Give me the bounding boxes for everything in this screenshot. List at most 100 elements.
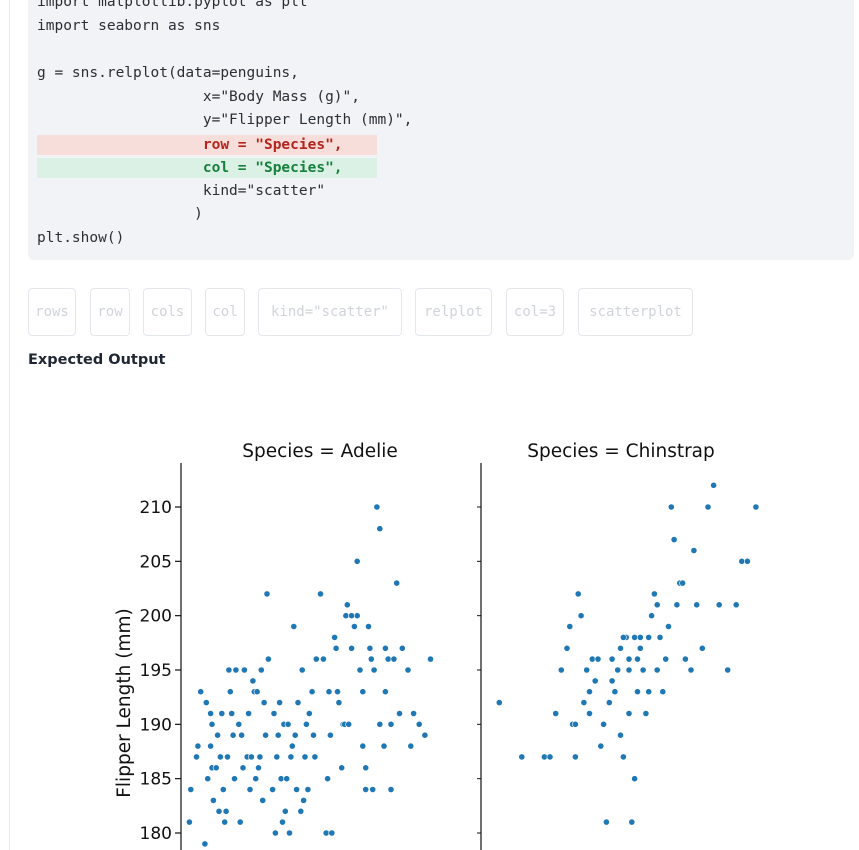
scatter-point <box>724 666 732 674</box>
scatter-point <box>698 644 706 652</box>
scatter-point <box>286 829 293 837</box>
scatter-point <box>249 677 257 685</box>
code-line-removed: row = "Species", <box>37 137 343 153</box>
scatter-point <box>325 688 333 696</box>
scatter-point <box>404 666 412 674</box>
scatter-point <box>665 623 672 630</box>
scatter-point <box>222 807 230 815</box>
y-axis-ticks-right <box>477 506 481 834</box>
scatter-point <box>193 753 200 761</box>
scatter-point <box>552 710 560 717</box>
scatter-point <box>245 710 252 717</box>
scatter-point <box>201 840 209 848</box>
y-tick-label: 180 <box>140 824 172 844</box>
y-tick-label: 200 <box>140 607 172 627</box>
scatter-point <box>370 666 378 674</box>
y-tick-label: 205 <box>140 552 172 572</box>
scatter-point <box>381 688 389 696</box>
option-chip-col3[interactable]: col=3 <box>506 288 564 336</box>
scatter-point <box>636 644 644 652</box>
scatter-point <box>410 710 417 717</box>
scatter-point <box>312 655 320 663</box>
y-tick-label: 195 <box>140 661 172 681</box>
scatter-point <box>645 688 653 696</box>
scatter-point <box>263 590 271 598</box>
scatter-point <box>659 688 667 696</box>
scatter-point <box>367 655 375 663</box>
left-border <box>9 0 10 850</box>
scatter-point <box>317 590 324 598</box>
option-chip-relplot[interactable]: relplot <box>415 288 492 336</box>
scatter-point <box>359 742 367 750</box>
scatter-point <box>580 699 588 706</box>
scatter-point <box>322 829 330 837</box>
scatter-point <box>300 797 307 804</box>
scatter-point <box>605 699 613 706</box>
scatter-point <box>208 720 216 728</box>
scatter-point <box>332 644 340 652</box>
scatter-point <box>239 764 247 772</box>
scatter-point <box>597 742 605 750</box>
scatter-point <box>311 753 319 761</box>
scatter-point <box>639 666 647 674</box>
scatter-point <box>290 623 298 630</box>
scatter-point <box>369 786 377 793</box>
scatter-point <box>236 818 244 826</box>
scatter-point <box>398 644 406 652</box>
scatter-point <box>380 742 388 750</box>
option-chip-col[interactable]: col <box>205 288 245 336</box>
y-tick-label: 190 <box>140 715 172 735</box>
scatter-point <box>676 579 684 587</box>
scatter-point <box>345 720 353 728</box>
scatter-point <box>301 753 309 761</box>
scatter-point <box>362 764 370 772</box>
scatter-point <box>260 699 268 706</box>
scatter-point <box>274 731 282 739</box>
scatter-point <box>207 710 214 717</box>
scatter-point <box>744 557 751 565</box>
scatter-point <box>341 720 348 728</box>
scatter-point <box>279 818 286 826</box>
scatter-point <box>298 666 306 674</box>
scatter-point <box>586 710 593 717</box>
scatter-point <box>305 710 313 717</box>
option-chip-rows[interactable]: rows <box>28 288 76 336</box>
scatter-point <box>238 731 245 739</box>
scatter-point <box>212 764 220 772</box>
scatter-point <box>608 677 616 685</box>
option-chip-scatterplot[interactable]: scatterplot <box>578 288 693 336</box>
option-chip-kind-scatter[interactable]: kind="scatter" <box>258 288 402 336</box>
scatter-point <box>262 731 269 739</box>
option-chip-row[interactable]: row <box>90 288 130 336</box>
scatter-point <box>667 503 675 511</box>
scatter-point <box>611 688 619 696</box>
scatter-point <box>628 818 636 826</box>
scatter-point <box>202 699 210 706</box>
scatter-point <box>246 786 254 793</box>
scatter-point <box>331 634 338 641</box>
scatter-point <box>228 710 236 717</box>
scatter-point <box>229 731 237 739</box>
scatter-point <box>625 655 633 663</box>
scatter-point <box>350 623 358 630</box>
scatter-point <box>687 666 695 674</box>
scatter-point <box>218 710 226 717</box>
scatter-point <box>710 481 717 489</box>
scatter-point <box>645 634 653 641</box>
scatter-point <box>231 775 238 783</box>
scatter-point <box>294 699 302 706</box>
scatter-point <box>353 612 361 620</box>
scatter-point <box>393 579 401 587</box>
scatter-point <box>670 536 678 543</box>
scatter-point <box>308 688 316 696</box>
scatter-point <box>631 634 638 641</box>
scatter-point <box>302 720 310 728</box>
scatter-point <box>365 623 372 630</box>
scatter-point <box>518 753 526 761</box>
scatter-point <box>281 807 289 815</box>
code-line: import matplotlib.pyplot as plt <box>37 0 308 10</box>
code-line: plt.show() <box>37 230 125 246</box>
option-chip-cols[interactable]: cols <box>143 288 192 336</box>
scatter-point <box>252 775 260 783</box>
scatter-point <box>356 666 364 674</box>
